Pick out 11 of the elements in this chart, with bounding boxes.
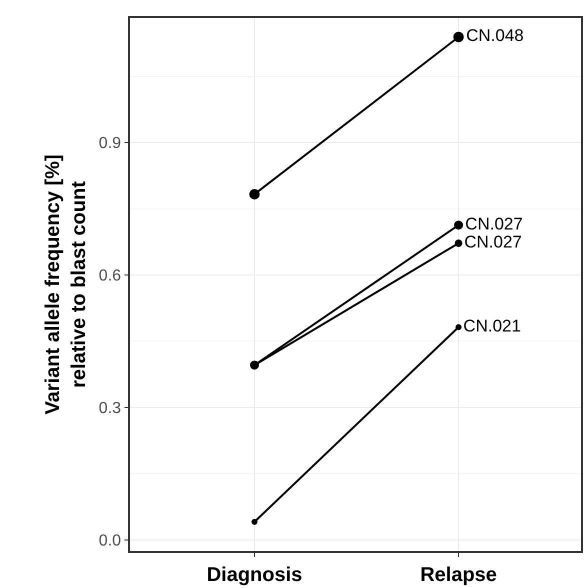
series-label: CN.048 — [466, 26, 524, 46]
series-label: CN.021 — [463, 316, 521, 336]
x-tick-label: Diagnosis — [206, 564, 302, 586]
y-tick-label: 0.9 — [98, 135, 122, 152]
series-label: CN.027 — [464, 232, 522, 252]
y-axis-title: Variant allele frequency [%] relative to blast count — [42, 154, 90, 415]
y-tick-label: 0.3 — [98, 400, 122, 418]
x-tick-label: Relapse — [420, 564, 497, 586]
y-tick-label: 0.6 — [98, 268, 122, 285]
series-label: CN.027 — [465, 214, 523, 234]
y-tick-label: 0.0 — [98, 532, 122, 550]
